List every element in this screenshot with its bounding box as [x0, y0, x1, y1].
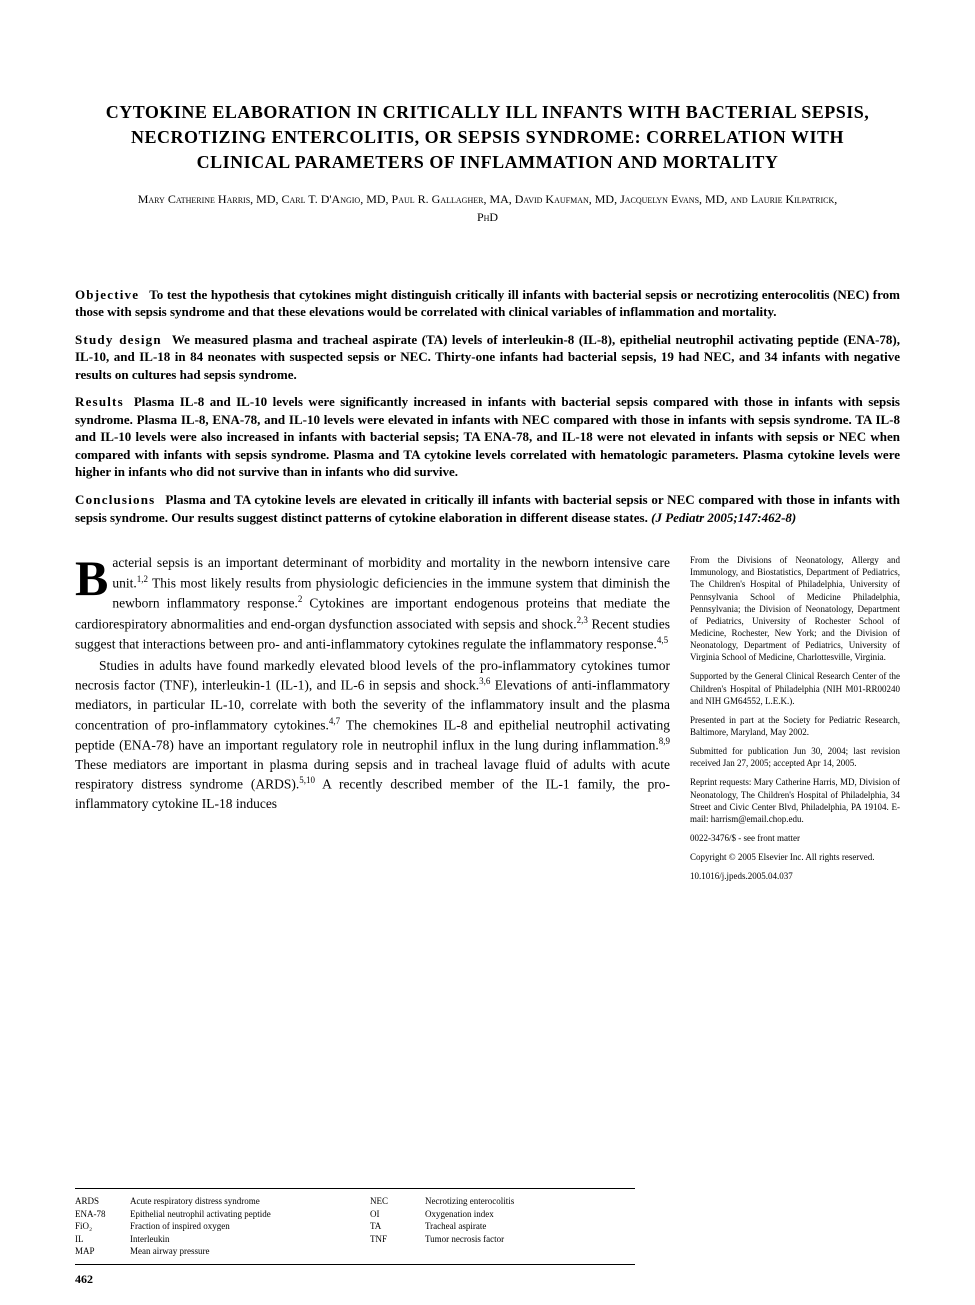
abbrev-row: ILInterleukin	[75, 1233, 340, 1246]
abbrev-key: MAP	[75, 1245, 130, 1258]
sidebar-metadata: From the Divisions of Neonatology, Aller…	[690, 554, 900, 889]
abstract-text: Plasma IL-8 and IL-10 levels were signif…	[75, 394, 900, 479]
abstract-study-design: Study designWe measured plasma and trach…	[75, 331, 900, 384]
abbrev-val: Interleukin	[130, 1233, 170, 1246]
abbrev-key: ARDS	[75, 1195, 130, 1208]
abbrev-key: IL	[75, 1233, 130, 1246]
abbrev-val: Epithelial neutrophil activating peptide	[130, 1208, 271, 1221]
abstract-heading: Study design	[75, 332, 162, 347]
abbrev-key: NEC	[370, 1195, 425, 1208]
abbrev-row: NECNecrotizing enterocolitis	[370, 1195, 635, 1208]
citation-sup: 4,7	[329, 716, 340, 726]
paragraph-1: Bacterial sepsis is an important determi…	[75, 554, 670, 654]
abbrev-val: Necrotizing enterocolitis	[425, 1195, 514, 1208]
abbrev-val: Fraction of inspired oxygen	[130, 1220, 230, 1233]
abbrev-row: ENA-78Epithelial neutrophil activating p…	[75, 1208, 340, 1221]
abbrev-row: ARDSAcute respiratory distress syndrome	[75, 1195, 340, 1208]
abbrev-row: FiO₂Fraction of inspired oxygen	[75, 1220, 340, 1233]
abbrev-row: TNFTumor necrosis factor	[370, 1233, 635, 1246]
citation-sup: 8,9	[659, 736, 670, 746]
citation: (J Pediatr 2005;147:462-8)	[651, 510, 796, 525]
abstract-heading: Objective	[75, 287, 139, 302]
citation-sup: 4,5	[657, 635, 668, 645]
abbrev-row: TATracheal aspirate	[370, 1220, 635, 1233]
submitted-dates: Submitted for publication Jun 30, 2004; …	[690, 745, 900, 769]
paragraph-2: Studies in adults have found markedly el…	[75, 657, 670, 814]
abbrev-key: TA	[370, 1220, 425, 1233]
abbrev-col-1: ARDSAcute respiratory distress syndromeE…	[75, 1195, 340, 1258]
abbrev-key: TNF	[370, 1233, 425, 1246]
authors: Mary Catherine Harris, MD, Carl T. D'Ang…	[75, 190, 900, 226]
abstract: ObjectiveTo test the hypothesis that cyt…	[75, 286, 900, 527]
copyright: Copyright © 2005 Elsevier Inc. All right…	[690, 851, 900, 863]
abstract-heading: Results	[75, 394, 124, 409]
abstract-heading: Conclusions	[75, 492, 155, 507]
citation-sup: 1,2	[137, 574, 148, 584]
abbrev-val: Tracheal aspirate	[425, 1220, 486, 1233]
abbrev-row: OIOxygenation index	[370, 1208, 635, 1221]
abbreviations-box: ARDSAcute respiratory distress syndromeE…	[75, 1188, 635, 1265]
abbrev-col-2: NECNecrotizing enterocolitisOIOxygenatio…	[370, 1195, 635, 1258]
abbrev-key: OI	[370, 1208, 425, 1221]
abbrev-key: FiO₂	[75, 1220, 130, 1233]
abbrev-row: MAPMean airway pressure	[75, 1245, 340, 1258]
reprint-requests: Reprint requests: Mary Catherine Harris,…	[690, 776, 900, 825]
supported-by: Supported by the General Clinical Resear…	[690, 670, 900, 706]
abstract-text: To test the hypothesis that cytokines mi…	[75, 287, 900, 320]
abbrev-val: Oxygenation index	[425, 1208, 494, 1221]
presented-at: Presented in part at the Society for Ped…	[690, 714, 900, 738]
page-number: 462	[75, 1272, 93, 1287]
affiliations: From the Divisions of Neonatology, Aller…	[690, 554, 900, 663]
abstract-text: We measured plasma and tracheal aspirate…	[75, 332, 900, 382]
citation-sup: 2,3	[577, 615, 588, 625]
abbrev-val: Tumor necrosis factor	[425, 1233, 504, 1246]
abbrev-val: Mean airway pressure	[130, 1245, 209, 1258]
body-text: Bacterial sepsis is an important determi…	[75, 554, 670, 816]
doi: 10.1016/j.jpeds.2005.04.037	[690, 870, 900, 882]
abstract-objective: ObjectiveTo test the hypothesis that cyt…	[75, 286, 900, 321]
dropcap: B	[75, 554, 112, 600]
abbrev-val: Acute respiratory distress syndrome	[130, 1195, 260, 1208]
citation-sup: 3,6	[479, 676, 490, 686]
issn: 0022-3476/$ - see front matter	[690, 832, 900, 844]
abstract-conclusions: ConclusionsPlasma and TA cytokine levels…	[75, 491, 900, 526]
abbrev-key: ENA-78	[75, 1208, 130, 1221]
body-wrap: Bacterial sepsis is an important determi…	[75, 554, 900, 889]
abstract-results: ResultsPlasma IL-8 and IL-10 levels were…	[75, 393, 900, 481]
citation-sup: 5,10	[299, 775, 315, 785]
article-title: CYTOKINE ELABORATION IN CRITICALLY ILL I…	[75, 100, 900, 176]
